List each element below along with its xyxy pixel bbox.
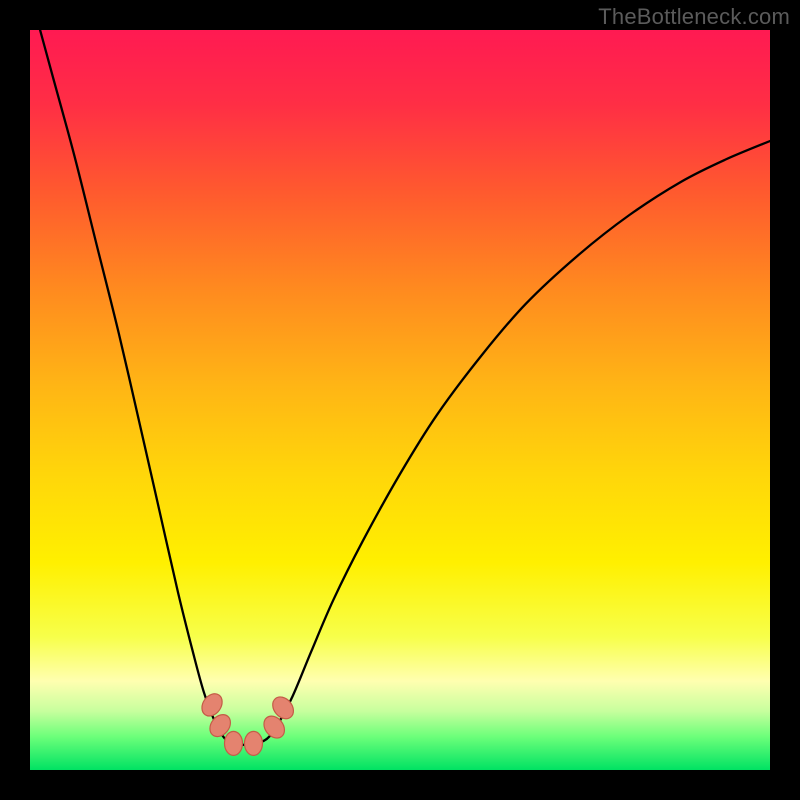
watermark-text: TheBottleneck.com [598,4,790,30]
gradient-background [30,30,770,770]
marker-dot [244,731,262,755]
marker-dot [225,731,243,755]
bottleneck-chart [0,0,800,800]
chart-stage: TheBottleneck.com [0,0,800,800]
